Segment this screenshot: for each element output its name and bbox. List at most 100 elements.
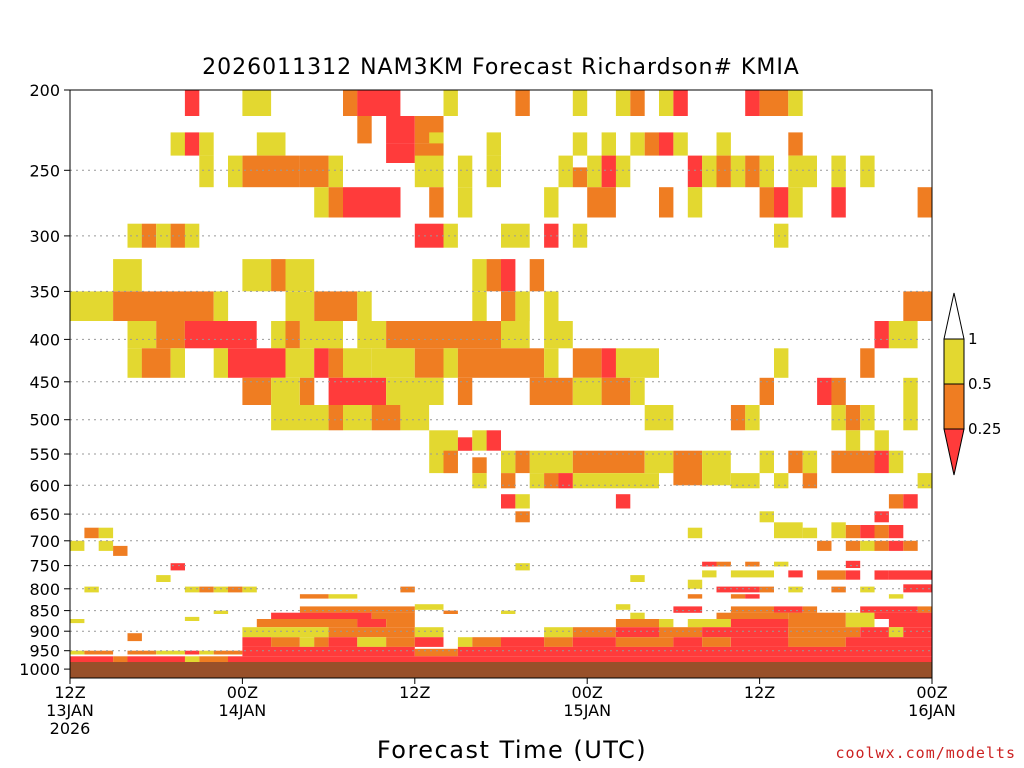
x-tick-label-5-0: 00Z (916, 683, 947, 702)
x-axis-label: Forecast Time (UTC) (377, 736, 647, 764)
heatmap-cell-yellow (630, 132, 645, 156)
heatmap-cell-yellow (802, 450, 818, 474)
y-tick-label-250: 250 (29, 161, 60, 180)
chart-title: 2026011312 NAM3KM Forecast Richardson# K… (202, 55, 800, 80)
heatmap-cell-yellow (156, 575, 171, 582)
heatmap-cell-yellow (917, 473, 932, 489)
colorbar-swatch-yellow (943, 338, 965, 385)
heatmap-cell-orange (357, 116, 372, 144)
heatmap-cell-orange (702, 637, 731, 647)
heatmap-cell-red (228, 656, 932, 666)
heatmap-cell-red (184, 650, 200, 655)
heatmap-cell-yellow (802, 527, 818, 539)
heatmap-cell-orange (457, 377, 473, 405)
heatmap-cell-red (242, 646, 415, 657)
heatmap-cell-orange (759, 90, 789, 116)
heatmap-cell-yellow (759, 155, 774, 188)
heatmap-cell-yellow (702, 570, 717, 578)
heatmap-cell-yellow (242, 90, 272, 116)
x-tick-label-1-1: 14JAN (219, 701, 267, 720)
heatmap-cell-yellow (70, 291, 114, 321)
heatmap-cell-orange (515, 450, 530, 474)
heatmap-cell-red (745, 90, 760, 116)
heatmap-cell-red (572, 637, 616, 647)
heatmap-cell-red (70, 656, 114, 666)
heatmap-cell-yellow (615, 348, 659, 378)
heatmap-cell-orange (213, 650, 243, 655)
heatmap-cell-yellow (414, 604, 444, 610)
heatmap-cell-yellow (659, 90, 674, 116)
heatmap-cell-yellow (860, 540, 875, 551)
heatmap-cell-yellow (414, 627, 444, 638)
heatmap-cell-yellow (371, 348, 415, 378)
heatmap-cell-orange (687, 594, 703, 599)
colorbar-label-0-5: 0.5 (968, 375, 992, 393)
heatmap-cell-red (702, 627, 789, 638)
heatmap-cell-yellow (501, 321, 530, 349)
heatmap-cell-orange (299, 594, 329, 599)
heatmap-cell-red (687, 155, 703, 188)
heatmap-cell-red (501, 259, 516, 292)
x-tick-label-0-0: 12Z (54, 683, 85, 702)
heatmap-cell-orange (615, 637, 674, 647)
heatmap-cell-orange (572, 450, 645, 474)
heatmap-cell-orange (501, 291, 516, 321)
heatmap-cell-red (615, 627, 659, 638)
heatmap-cell-yellow (299, 637, 315, 647)
heatmap-cell-orange (199, 656, 228, 666)
heatmap-cell-red (184, 132, 200, 156)
y-tick-label-350: 350 (29, 282, 60, 301)
heatmap-cell-orange (615, 619, 659, 628)
x-tick-label-3-1: 15JAN (563, 701, 611, 720)
heatmap-cell-orange (831, 586, 846, 593)
heatmap-cell-red (673, 606, 703, 613)
heatmap-cell-orange (788, 619, 846, 628)
heatmap-cell-red (457, 437, 473, 451)
y-tick-label-850: 850 (29, 602, 60, 621)
heatmap-cell-yellow (400, 405, 430, 431)
heatmap-cell-red (314, 348, 329, 378)
y-tick-label-300: 300 (29, 227, 60, 246)
heatmap-cell-red (874, 511, 889, 523)
heatmap-cell-orange (386, 321, 501, 349)
y-tick-label-900: 900 (29, 622, 60, 641)
heatmap-cell-yellow (98, 527, 114, 539)
heatmap-cell-yellow (845, 430, 861, 451)
heatmap-cell-orange (84, 650, 114, 655)
heatmap-cell-yellow (544, 627, 573, 638)
heatmap-cell-orange (759, 377, 774, 405)
heatmap-cell-orange (199, 586, 214, 593)
heatmap-cell-orange (730, 606, 774, 613)
heatmap-cell-yellow (256, 132, 286, 156)
heatmap-cell-yellow (213, 291, 229, 321)
heatmap-cell-yellow (860, 405, 875, 431)
heatmap-cell-red (774, 606, 803, 613)
heatmap-cell-yellow (242, 259, 272, 292)
heatmap-cell-orange (630, 90, 645, 116)
heatmap-cell-yellow (716, 132, 731, 156)
heatmap-cell-orange (544, 637, 573, 647)
heatmap-cell-red (386, 116, 415, 144)
colorbar: 1 0.5 0.25 (943, 292, 1001, 476)
heatmap-cell-orange (874, 525, 889, 539)
heatmap-cell-orange (788, 627, 861, 638)
heatmap-cell-yellow (127, 321, 157, 349)
x-tick-label-5-1: 16JAN (908, 701, 956, 720)
heatmap-cell-yellow (874, 430, 889, 451)
y-tick-label-800: 800 (29, 580, 60, 599)
heatmap-cell-orange (745, 155, 760, 188)
heatmap-cell-red (184, 321, 257, 349)
heatmap-cell-orange (529, 377, 573, 405)
heatmap-cell-orange (328, 405, 343, 431)
heatmap-cell-orange (759, 187, 774, 218)
heatmap-cell-yellow (601, 132, 616, 156)
heatmap-cell-yellow (774, 473, 789, 489)
heatmap-cell-red (357, 619, 386, 628)
heatmap-cell-orange (831, 450, 875, 474)
colorbar-upper-triangle (943, 292, 965, 340)
heatmap-cell-red (860, 606, 918, 613)
heatmap-cell-orange (860, 348, 875, 378)
heatmap-cell-yellow (314, 187, 329, 218)
x-tick-label-3-0: 00Z (572, 683, 603, 702)
